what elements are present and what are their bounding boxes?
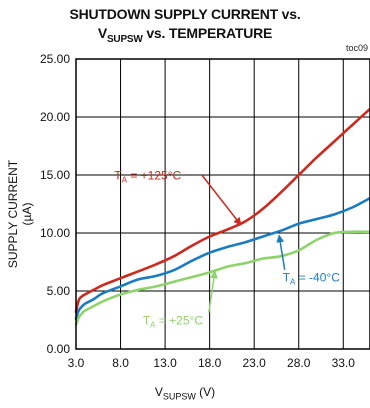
title-v: V	[97, 25, 107, 41]
x-axis-label: VSUPSW (V)	[0, 385, 370, 401]
annotation-t: T	[114, 169, 122, 183]
annotation-rest: = +125°C	[127, 169, 182, 183]
annotation-sub: A	[290, 278, 296, 287]
x-tick-label: 3.0	[68, 356, 85, 370]
chart-title-line1: SHUTDOWN SUPPLY CURRENT vs.	[69, 6, 301, 22]
annotation-rest: = +25°C	[156, 314, 204, 328]
x-tick-label: 28.0	[287, 356, 311, 370]
annotation-arrow-1	[276, 234, 286, 270]
y-tick-label: 0.00	[47, 342, 71, 356]
xlabel-v: V	[154, 385, 163, 399]
y-tick-label: 20.00	[40, 110, 70, 124]
x-tick-label: 33.0	[332, 356, 356, 370]
title-rest: vs. TEMPERATURE	[142, 25, 273, 41]
annotation-t: T	[143, 314, 151, 328]
annotation-arrow-0	[201, 175, 242, 226]
x-tick-label: 13.0	[153, 356, 177, 370]
y-tick-label: 10.00	[40, 226, 70, 240]
annotation-t: T	[283, 271, 291, 285]
annotation-arrow-2	[208, 270, 218, 313]
x-tick-label: 18.0	[198, 356, 222, 370]
grid	[75, 58, 370, 350]
x-tick-label: 23.0	[243, 356, 267, 370]
series-line-0	[74, 107, 370, 314]
title-supsw: SUPSW	[106, 33, 143, 45]
tick-labels: 3.0 8.0 13.0 18.0 23.0 28.0 33.0 0.00 5.00 10.00 1…	[40, 52, 355, 370]
series-line-2	[74, 230, 370, 326]
annotation-sub: A	[122, 176, 128, 185]
plot-border	[75, 58, 370, 350]
annotation-label-0: TA = +125°C	[114, 169, 181, 185]
annotations: TA = +125°CTA = -40°CTA = +25°C	[114, 169, 340, 330]
annotation-label-1: TA = -40°C	[283, 271, 341, 287]
annotation-rest: = -40°C	[295, 271, 340, 285]
xlabel-unit: (V)	[195, 385, 216, 399]
series-lines	[74, 107, 370, 326]
y-tick-label: 25.00	[40, 52, 70, 66]
chart-title-line2: VSUPSW vs. TEMPERATURE	[0, 25, 370, 45]
xlabel-supsw: SUPSW	[162, 391, 196, 402]
figure-id: toc09	[345, 43, 368, 53]
annotation-sub: A	[150, 321, 156, 330]
plot-frame	[75, 58, 370, 350]
x-tick-label: 8.0	[112, 356, 129, 370]
annotation-label-2: TA = +25°C	[143, 314, 204, 330]
y-tick-label: 5.00	[47, 284, 71, 298]
series-line-1	[74, 196, 370, 321]
y-tick-label: 15.00	[40, 168, 70, 182]
